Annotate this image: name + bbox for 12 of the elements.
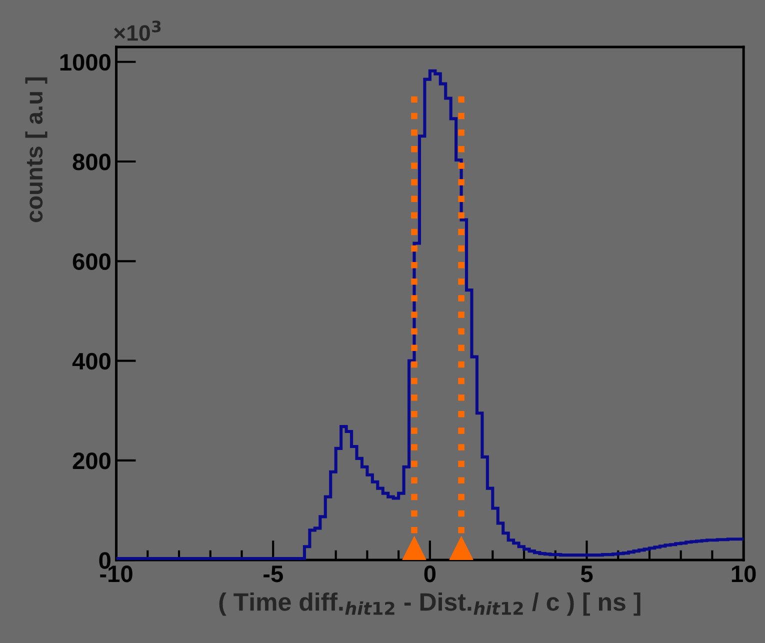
x-tick-label: 0: [424, 566, 436, 582]
y-tick-label: 800: [72, 154, 110, 170]
x-tick-label: 10: [732, 566, 756, 582]
y-tick-label: 1000: [60, 54, 110, 71]
x-tick-label: 5: [580, 566, 593, 582]
x-tick-label: -5: [264, 566, 283, 582]
y-tick-label: 400: [72, 352, 110, 370]
y-tick-label: 600: [72, 253, 110, 270]
x-axis-title: ( Time diff.$_{hit12}$ - Dist.$_{hit12}$ / c ) [ ns ]: [219, 592, 640, 616]
y-axis-title: counts [ a.u ]: [25, 77, 48, 222]
y-tick-label: 200: [72, 452, 110, 470]
text: ×10$^{3}$: [114, 20, 161, 41]
